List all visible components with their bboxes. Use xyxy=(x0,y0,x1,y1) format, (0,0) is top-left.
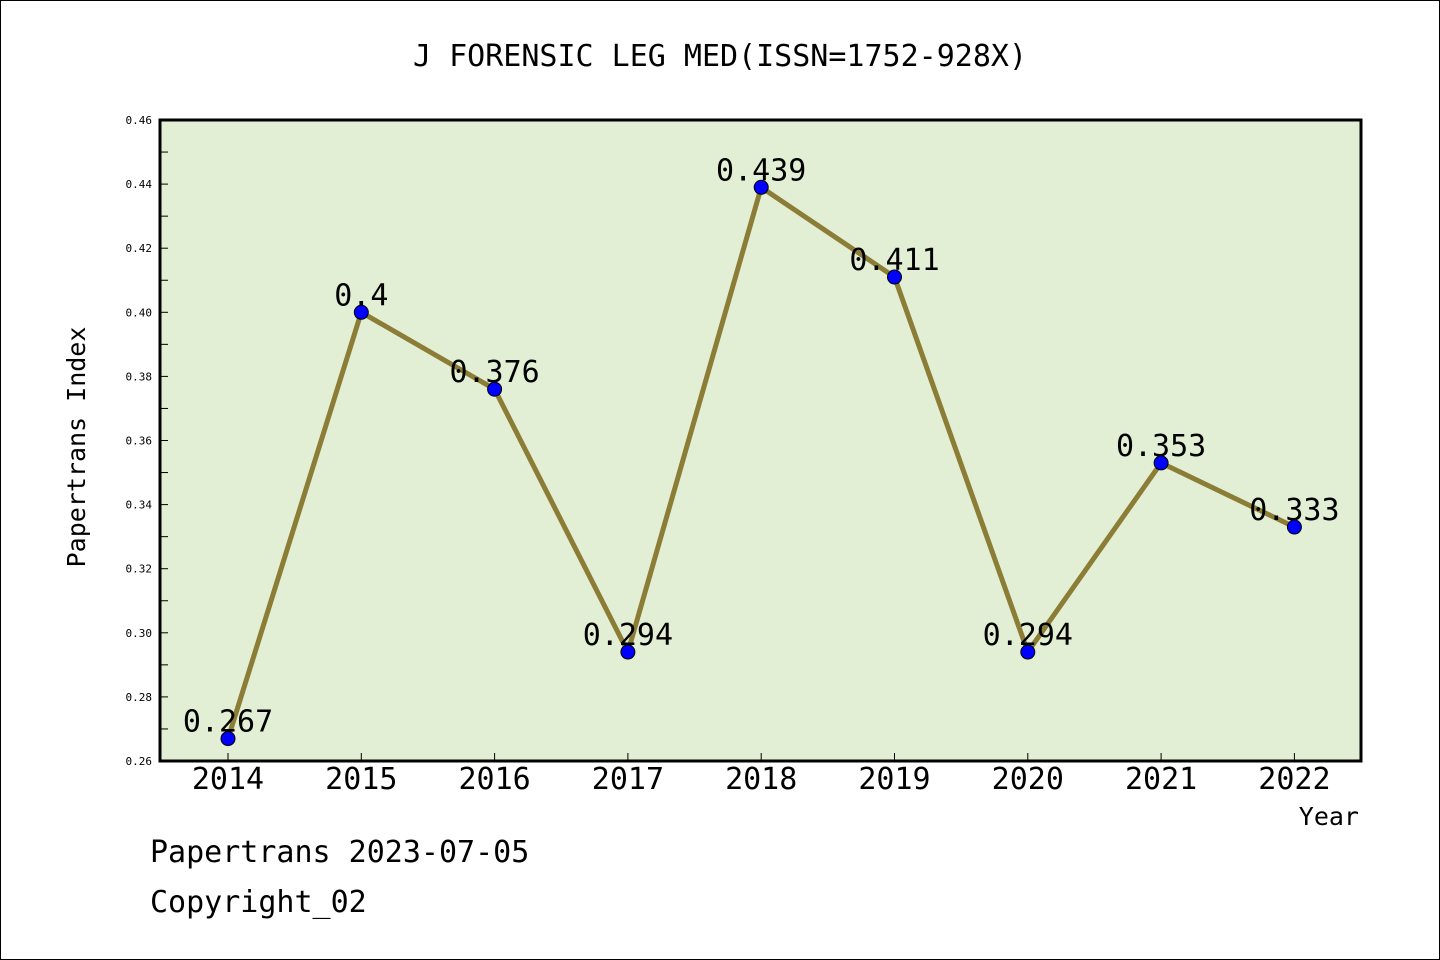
data-point xyxy=(487,381,503,397)
x-axis-label: Year xyxy=(1299,802,1359,831)
data-point xyxy=(1153,455,1169,471)
y-tick-label: 0.28 xyxy=(126,691,153,704)
x-axis: 2014 2015 2016 2017 2018 2019 2020 2021 2022 xyxy=(192,753,1331,797)
x-tick-label: 2021 xyxy=(1125,762,1197,797)
y-tick-label: 0.34 xyxy=(126,499,153,512)
data-label: 0.439 xyxy=(716,153,806,188)
x-tick-label: 2018 xyxy=(725,762,797,797)
y-tick-label: 0.32 xyxy=(126,563,153,576)
x-tick-label: 2022 xyxy=(1258,762,1330,797)
data-point xyxy=(353,304,369,320)
y-tick-label: 0.38 xyxy=(126,370,153,383)
data-label: 0.353 xyxy=(1116,429,1206,464)
data-label: 0.267 xyxy=(183,705,273,740)
data-label: 0.411 xyxy=(849,243,939,278)
x-tick-label: 2014 xyxy=(192,762,264,797)
data-label: 0.294 xyxy=(583,618,673,653)
data-point xyxy=(1286,519,1302,535)
x-tick-label: 2020 xyxy=(992,762,1064,797)
y-tick-label: 0.42 xyxy=(126,242,153,255)
y-axis-label: Papertrans Index xyxy=(62,327,91,568)
x-tick-label: 2015 xyxy=(325,762,397,797)
y-axis: 0.26 0.28 0.30 0.32 0.34 0.36 0.38 0.40 0.42 0.44… xyxy=(126,114,168,768)
x-tick-label: 2016 xyxy=(458,762,530,797)
y-tick-label: 0.26 xyxy=(126,755,153,768)
chart-title: J FORENSIC LEG MED(ISSN=1752-928X) xyxy=(413,39,1027,74)
y-tick-label: 0.46 xyxy=(126,114,153,127)
data-point xyxy=(220,731,236,747)
data-point xyxy=(620,644,636,660)
data-point xyxy=(753,179,769,195)
data-point xyxy=(1020,644,1036,660)
footer-date: Papertrans 2023-07-05 xyxy=(150,835,530,870)
data-labels: 0.267 0.4 0.376 0.294 0.439 0.411 0.294 0.353 0.… xyxy=(183,153,1340,739)
y-tick-label: 0.30 xyxy=(126,627,153,640)
y-tick-label: 0.44 xyxy=(126,178,153,191)
data-label: 0.376 xyxy=(449,355,539,390)
series-markers xyxy=(220,179,1302,747)
y-tick-label: 0.40 xyxy=(126,306,153,319)
data-label: 0.333 xyxy=(1249,493,1339,528)
y-tick-label: 0.36 xyxy=(126,435,153,448)
plot-area xyxy=(158,118,1363,763)
data-label: 0.4 xyxy=(334,278,388,313)
x-tick-label: 2017 xyxy=(592,762,664,797)
footer-copyright: Copyright_02 xyxy=(150,885,367,920)
x-tick-label: 2019 xyxy=(858,762,930,797)
data-point xyxy=(887,269,902,285)
data-label: 0.294 xyxy=(983,618,1073,653)
